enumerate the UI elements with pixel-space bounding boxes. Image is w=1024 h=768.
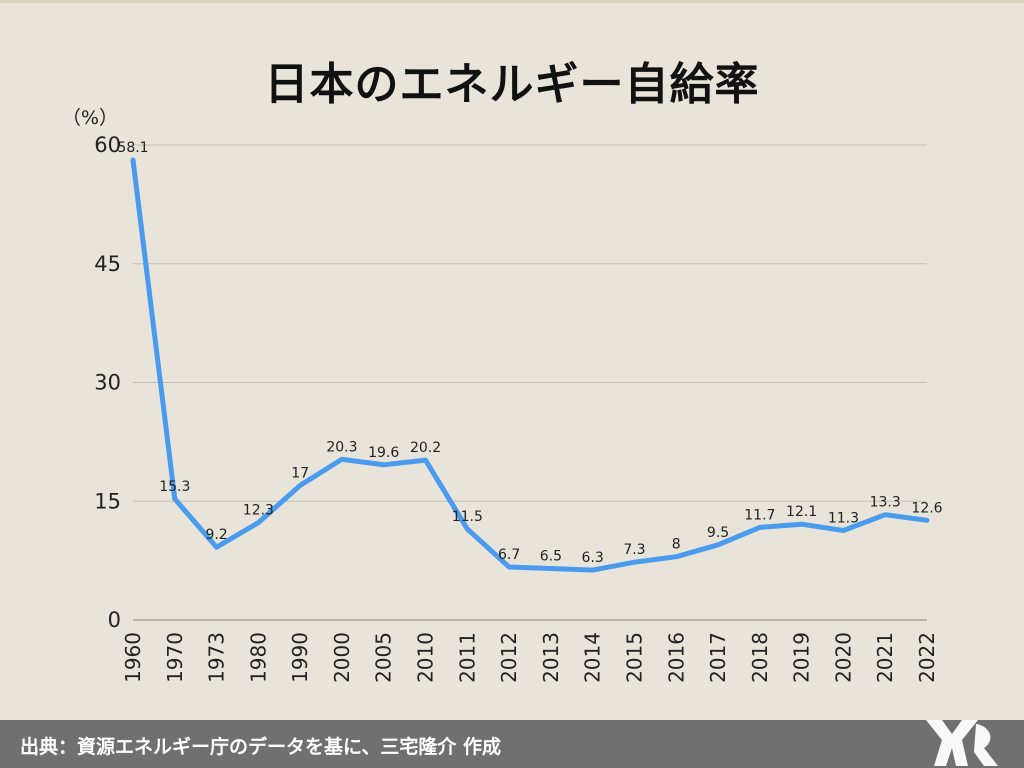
x-tick-label: 2014 (581, 632, 605, 683)
data-label: 6.5 (540, 549, 562, 565)
x-tick-label: 2005 (372, 632, 396, 683)
y-tick-label: 0 (108, 608, 121, 632)
footer-bar: 出典：資源エネルギー庁のデータを基に、三宅隆介 作成 (0, 720, 1024, 768)
y-tick-label: 15 (94, 489, 121, 513)
data-label: 12.3 (243, 503, 274, 519)
data-label: 12.1 (786, 504, 817, 520)
top-rule (0, 0, 1024, 3)
x-tick-label: 2017 (706, 632, 730, 683)
data-label: 7.3 (623, 542, 645, 558)
data-label: 19.6 (368, 445, 399, 461)
x-tick-label: 2019 (790, 632, 814, 683)
y-unit-label: （%） (62, 107, 119, 129)
x-tick-label: 2000 (330, 632, 354, 683)
y-tick-label: 30 (94, 371, 121, 395)
data-label: 6.7 (498, 547, 520, 563)
data-label: 8 (672, 537, 681, 553)
line-chart: 0 15 30 45 60 1960 1970 1973 1980 1990 2000 2005 20… (94, 133, 942, 683)
x-tick-label: 1970 (163, 632, 187, 683)
data-label: 20.3 (326, 439, 357, 455)
data-label: 58.1 (117, 140, 148, 156)
data-label: 15.3 (159, 479, 190, 495)
x-tick-labels: 1960 1970 1973 1980 1990 2000 2005 2010 2011 2012… (121, 632, 939, 683)
data-label: 17 (291, 465, 309, 481)
x-tick-label: 1973 (205, 632, 229, 683)
mk-logo-icon (926, 720, 998, 766)
x-tick-label: 2013 (539, 632, 563, 683)
y-tick-label: 60 (94, 133, 121, 157)
y-tick-labels: 0 15 30 45 60 (94, 133, 121, 632)
data-label: 11.5 (452, 509, 483, 525)
x-tick-label: 2016 (664, 632, 688, 683)
x-tick-label: 2010 (414, 632, 438, 683)
data-label: 12.6 (911, 500, 942, 516)
x-tick-label: 2015 (622, 632, 646, 683)
gridlines (133, 144, 927, 621)
y-tick-label: 45 (94, 252, 121, 276)
data-label: 6.3 (582, 550, 604, 566)
data-label: 13.3 (870, 495, 901, 511)
x-tick-label: 2021 (873, 632, 897, 683)
series-line-path (130, 157, 930, 573)
chart-title: 日本のエネルギー自給率 (264, 59, 760, 110)
series-line (130, 157, 930, 573)
x-tick-label: 1960 (121, 632, 145, 683)
data-label: 9.5 (707, 525, 729, 541)
data-label: 20.2 (410, 440, 441, 456)
x-tick-label: 2012 (497, 632, 521, 683)
x-tick-label: 2018 (748, 632, 772, 683)
x-tick-label: 2020 (831, 632, 855, 683)
x-tick-label: 2011 (455, 632, 479, 683)
source-note: 出典：資源エネルギー庁のデータを基に、三宅隆介 作成 (20, 736, 502, 758)
x-tick-label: 1980 (246, 632, 270, 683)
data-label: 9.2 (205, 527, 227, 543)
data-label: 11.3 (828, 511, 859, 527)
data-labels: 58.1 15.3 9.2 12.3 17 20.3 19.6 20.2 11.5 6.7 6.5 6… (117, 140, 942, 566)
data-label: 11.7 (744, 507, 775, 523)
x-tick-label: 1990 (288, 632, 312, 683)
x-tick-label: 2022 (915, 632, 939, 683)
